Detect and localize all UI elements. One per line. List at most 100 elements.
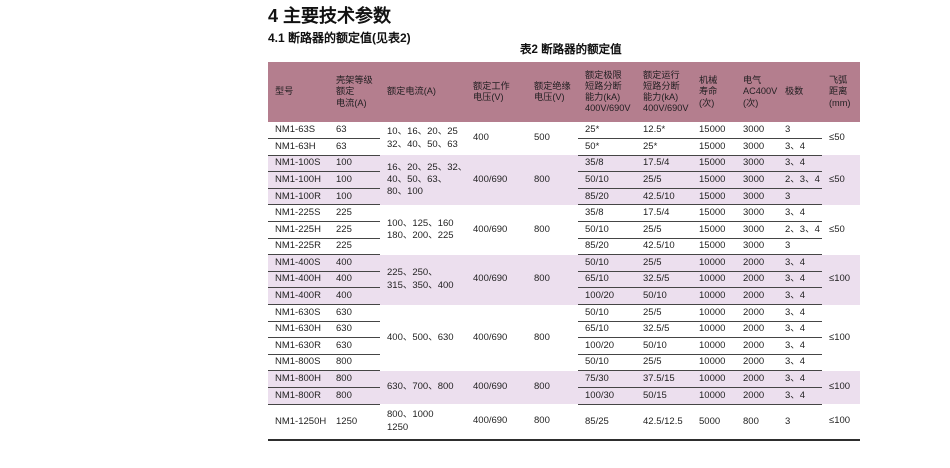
table-row: NM1-225R 225 85/20 42.5/10 15000 3000 3	[268, 238, 860, 256]
ultimate-breaking-capacity-cell: 50/10	[578, 171, 636, 189]
poles-cell: 3、4	[778, 138, 822, 156]
model-cell: NM1-400R	[268, 287, 329, 306]
service-breaking-capacity-cell: 50/10	[636, 337, 692, 355]
ultimate-breaking-capacity-cell: 50/10	[578, 354, 636, 372]
mechanical-life-cell: 10000	[692, 254, 736, 272]
ultimate-breaking-capacity-cell: 35/8	[578, 204, 636, 223]
poles-cell: 3、4	[778, 337, 822, 355]
table-row: NM1-400H 400 65/10 32.5/5 10000 2000 3、4	[268, 271, 860, 289]
mechanical-life-cell: 10000	[692, 370, 736, 388]
ultimate-breaking-capacity-cell: 75/30	[578, 370, 636, 388]
poles-cell: 3	[778, 122, 822, 140]
model-cell: NM1-63H	[268, 138, 329, 156]
table-row: NM1-400R 400 100/20 50/10 10000 2000 3、4	[268, 287, 860, 306]
rated-current-cell: 225、250、 315、350、400	[380, 254, 466, 305]
electrical-life-cell: 2000	[736, 321, 778, 339]
service-breaking-capacity-cell: 37.5/15	[636, 370, 692, 388]
table-row: NM1-800H 800 630、700、800 400/690 800 75/30 37.…	[268, 370, 860, 405]
model-cell: NM1-63S	[268, 122, 329, 140]
electrical-life-cell: 3000	[736, 171, 778, 189]
service-breaking-capacity-cell: 50/15	[636, 387, 692, 405]
ultimate-breaking-capacity-cell: 50/10	[578, 221, 636, 239]
arc-distance-cell: ≤50	[829, 223, 845, 235]
frame-rated-current-cell: 1250	[336, 415, 358, 427]
insulation-voltage-cell: 800	[527, 370, 578, 405]
electrical-life-cell: 2000	[736, 337, 778, 355]
electrical-life-cell: 800	[743, 415, 759, 427]
ultimate-breaking-capacity-cell: 35/8	[578, 155, 636, 173]
model-cell: NM1-225S	[268, 204, 329, 223]
mechanical-life-cell: 10000	[692, 304, 736, 322]
column-header-9: 极数	[778, 62, 822, 122]
working-voltage-cell: 400	[473, 132, 489, 144]
rated-current-cell: 400、500、630	[387, 331, 454, 343]
frame-rated-current-cell: 225	[329, 238, 380, 256]
poles-cell: 3、4	[778, 254, 822, 272]
electrical-life-cell: 3000	[736, 204, 778, 223]
electrical-life-cell: 3000	[736, 138, 778, 156]
rated-current-cell: 100、125、160 180、200、225	[387, 217, 454, 241]
table-row: NM1-630R 630 100/20 50/10 10000 2000 3、4	[268, 337, 860, 355]
frame-rated-current-cell: 630	[329, 337, 380, 355]
column-header-4: 额定绝缘 电压(V)	[527, 62, 578, 122]
mechanical-life-cell: 15000	[692, 122, 736, 140]
service-breaking-capacity-cell: 42.5/10	[636, 188, 692, 206]
column-header-0: 型号	[268, 62, 329, 122]
table-row: NM1-100R 100 85/20 42.5/10 15000 3000 3	[268, 188, 860, 206]
mechanical-life-cell: 10000	[692, 321, 736, 339]
table-row: NM1-225S 225 100、125、160 180、200、225 400/69…	[268, 204, 860, 241]
mechanical-life-cell: 10000	[692, 337, 736, 355]
electrical-life-cell: 2000	[736, 304, 778, 322]
table-caption: 表2 断路器的额定值	[520, 44, 622, 56]
model-cell: NM1-630R	[268, 337, 329, 355]
ultimate-breaking-capacity-cell: 100/20	[578, 337, 636, 355]
column-header-6: 额定运行 短路分断 能力(kA) 400V/690V	[636, 62, 692, 122]
service-breaking-capacity-cell: 25/5	[636, 254, 692, 272]
model-cell: NM1-800S	[268, 354, 329, 372]
service-breaking-capacity-cell: 25*	[636, 138, 692, 156]
service-breaking-capacity-cell: 12.5*	[636, 122, 692, 140]
model-cell: NM1-100H	[268, 171, 329, 189]
ultimate-breaking-capacity-cell: 50*	[578, 138, 636, 156]
frame-rated-current-cell: 800	[329, 370, 380, 388]
table-row: NM1-630H 630 65/10 32.5/5 10000 2000 3、4	[268, 321, 860, 339]
model-cell: NM1-1250H	[275, 415, 327, 427]
table-row: NM1-630S 630 400、500、630 400/690 800 50/10 25/…	[268, 304, 860, 343]
frame-rated-current-cell: 800	[329, 354, 380, 372]
table-row: NM1-800R 800 100/30 50/15 10000 2000 3、4	[268, 387, 860, 405]
electrical-life-cell: 2000	[736, 271, 778, 289]
arc-distance-cell: ≤100	[829, 331, 851, 343]
model-cell: NM1-225H	[268, 221, 329, 239]
mechanical-life-cell: 15000	[692, 221, 736, 239]
service-breaking-capacity-cell: 32.5/5	[636, 271, 692, 289]
arc-distance-cell: ≤100	[822, 370, 860, 405]
column-header-5: 额定极限 短路分断 能力(kA) 400V/690V	[578, 62, 636, 122]
poles-cell: 3、4	[778, 387, 822, 405]
model-cell: NM1-400H	[268, 271, 329, 289]
working-voltage-cell: 400/690	[466, 370, 527, 405]
working-voltage-cell: 400/690	[466, 155, 527, 205]
poles-cell: 3、4	[778, 204, 822, 223]
working-voltage-cell: 400/690	[473, 331, 508, 343]
table-header: 型号 壳架等级 额定 电流(A) 额定电流(A) 额定工作 电压(V) 额定绝缘 电压(…	[268, 62, 860, 122]
ultimate-breaking-capacity-cell: 65/10	[578, 271, 636, 289]
frame-rated-current-cell: 225	[329, 221, 380, 239]
table-row: NM1-100S 100 16、20、25、32、 40、50、63、 80、100…	[268, 155, 860, 205]
mechanical-life-cell: 15000	[692, 171, 736, 189]
mechanical-life-cell: 15000	[692, 238, 736, 256]
service-breaking-capacity-cell: 17.5/4	[636, 155, 692, 173]
table-row: NM1-1250H 1250 800、1000 1250 400/690 800 85/2…	[268, 404, 860, 440]
frame-rated-current-cell: 63	[329, 122, 380, 140]
mechanical-life-cell: 15000	[692, 155, 736, 173]
poles-cell: 3、4	[778, 155, 822, 173]
ratings-table-container: 型号 壳架等级 额定 电流(A) 额定电流(A) 额定工作 电压(V) 额定绝缘 电压(…	[268, 62, 860, 442]
insulation-voltage-cell: 800	[527, 155, 578, 205]
poles-cell: 3	[778, 188, 822, 206]
section-subtitle: 4.1 断路器的额定值(见表2)	[268, 31, 411, 45]
mechanical-life-cell: 10000	[692, 387, 736, 405]
table-row: NM1-63H 63 50* 25* 15000 3000 3、4	[268, 138, 860, 156]
column-header-10: 飞弧 距离 (mm)	[822, 62, 860, 122]
insulation-voltage-cell: 500	[534, 132, 550, 144]
service-breaking-capacity-cell: 42.5/10	[636, 238, 692, 256]
table-row: NM1-63S 63 10、16、20、25 32、40、50、63 400 500 25…	[268, 122, 860, 150]
